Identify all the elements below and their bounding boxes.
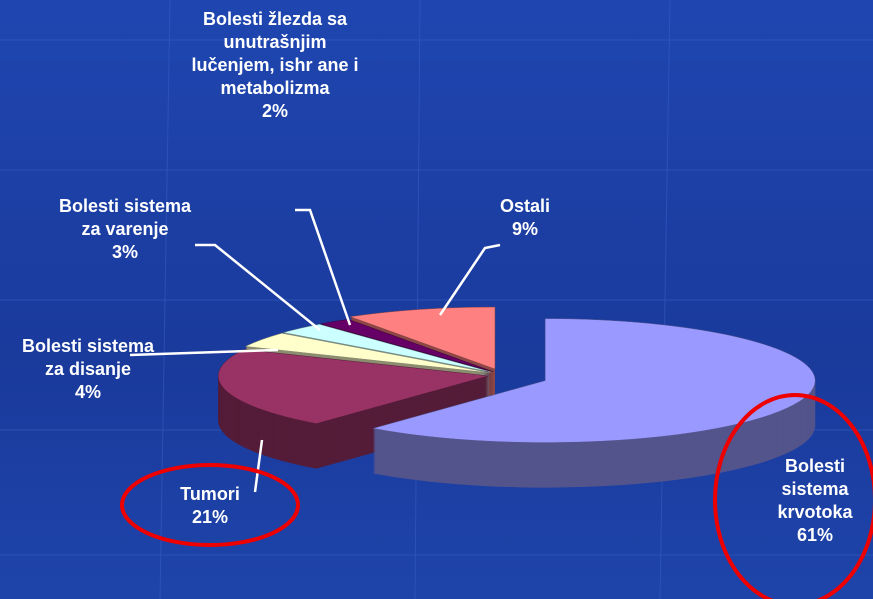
leader-line bbox=[295, 208, 352, 326]
slice bbox=[283, 324, 492, 373]
leader-line bbox=[129, 348, 279, 357]
leader-line bbox=[438, 243, 501, 316]
slice-label: Bolesti sistema za varenje 3% bbox=[50, 195, 200, 264]
slice-label: Bolesti sistema za disanje 4% bbox=[13, 335, 163, 404]
category-name: Tumori bbox=[180, 484, 240, 504]
leader-lines bbox=[129, 208, 501, 493]
slice-label: Ostali 9% bbox=[475, 195, 575, 241]
category-name: Bolesti sistema za varenje bbox=[58, 196, 192, 239]
category-name: Bolesti sistema za disanje bbox=[21, 336, 155, 379]
highlight-ellipse bbox=[120, 463, 300, 547]
value-label: 61% bbox=[796, 525, 834, 545]
category-name: Bolesti žlezda sa unutrašnjim lučenjem, … bbox=[191, 9, 359, 98]
pie bbox=[218, 306, 816, 488]
value-label: 4% bbox=[74, 382, 101, 402]
category-name: Ostali bbox=[499, 196, 551, 216]
slice bbox=[372, 318, 816, 443]
category-name: Bolesti sistema krvotoka bbox=[777, 456, 853, 522]
slice bbox=[244, 333, 490, 374]
leader-line bbox=[253, 439, 264, 493]
slice bbox=[218, 349, 489, 424]
slice-label: Bolesti sistema krvotoka 61% bbox=[760, 455, 870, 547]
value-label: 9% bbox=[511, 219, 538, 239]
slice bbox=[350, 306, 496, 370]
slice-label: Bolesti žlezda sa unutrašnjim lučenjem, … bbox=[183, 8, 368, 123]
leader-line bbox=[195, 243, 321, 331]
value-label: 3% bbox=[111, 242, 138, 262]
slice-label: Tumori 21% bbox=[150, 483, 270, 529]
highlight-ellipse bbox=[713, 393, 873, 599]
value-label: 2% bbox=[261, 101, 288, 121]
value-label: 21% bbox=[191, 507, 229, 527]
